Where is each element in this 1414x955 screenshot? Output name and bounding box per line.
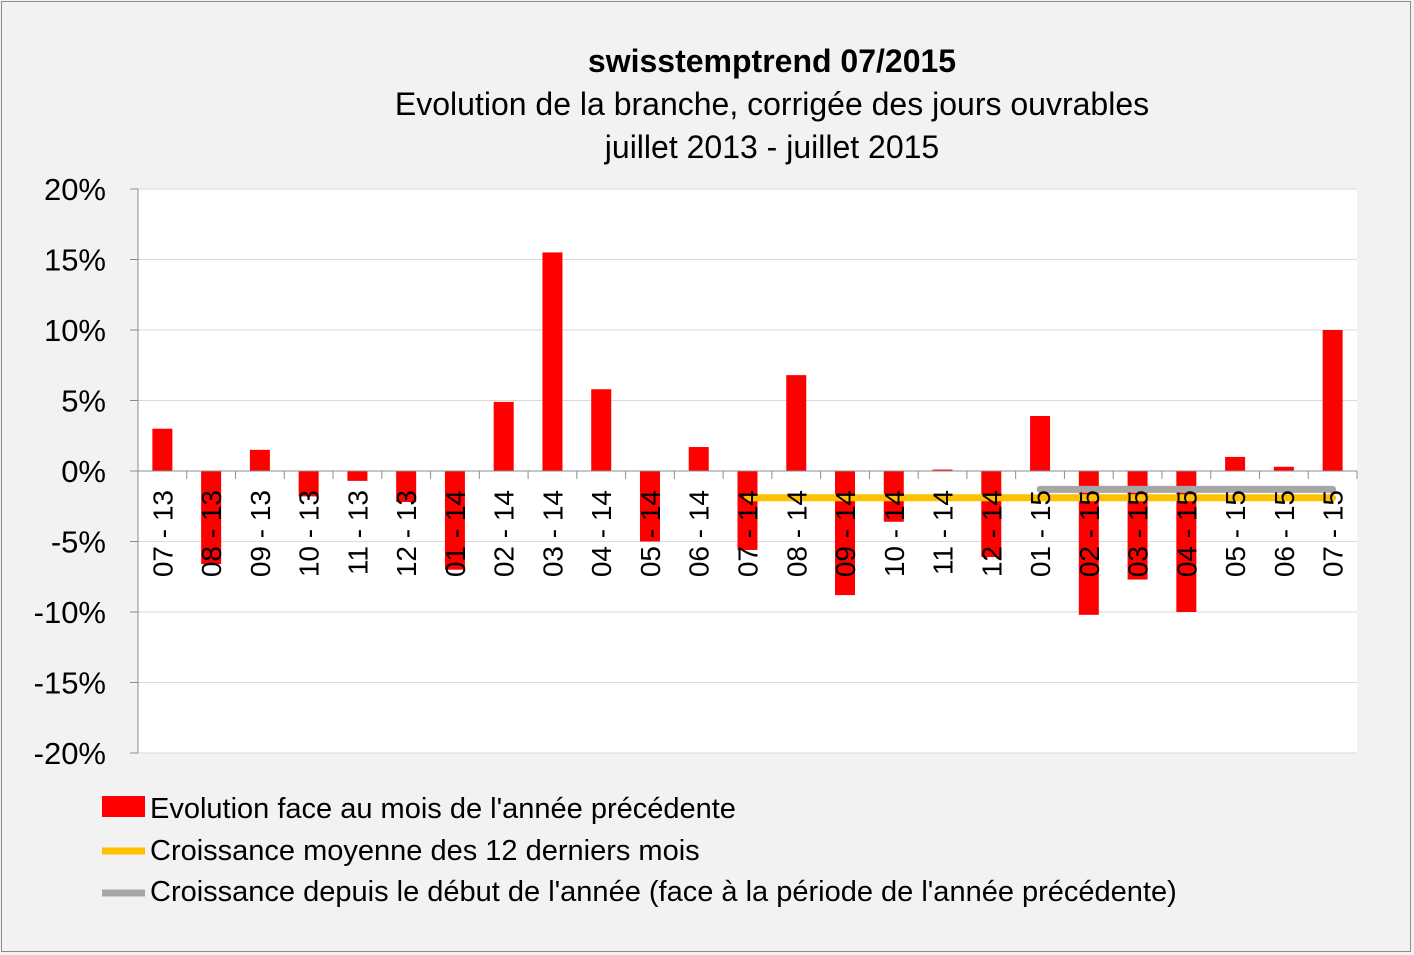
bar bbox=[396, 471, 417, 503]
y-tick-label: -15% bbox=[34, 666, 106, 701]
bar bbox=[201, 471, 222, 565]
y-axis-ticks: 20% 15% 10% 5% 0% -5% -10% -15% -20% bbox=[34, 172, 138, 771]
x-tick-label: 04 - 14 bbox=[586, 490, 617, 577]
bar bbox=[835, 471, 856, 596]
bar bbox=[152, 428, 173, 471]
bar bbox=[249, 449, 270, 471]
y-tick-label: 0% bbox=[61, 454, 106, 489]
x-tick-label: 09 - 13 bbox=[245, 490, 276, 577]
legend-swatch-bars bbox=[102, 796, 145, 817]
y-tick-label: -10% bbox=[34, 595, 106, 630]
x-tick-label: 01 - 14 bbox=[440, 490, 471, 577]
bar bbox=[737, 471, 758, 550]
y-tick-label: 5% bbox=[61, 384, 106, 419]
x-tick-label: 08 - 13 bbox=[196, 490, 227, 577]
x-tick-label: 04 - 15 bbox=[1171, 490, 1202, 577]
y-tick-label: 10% bbox=[44, 313, 106, 348]
x-tick-label: 09 - 14 bbox=[830, 490, 861, 577]
bar bbox=[493, 401, 514, 471]
bar bbox=[1322, 330, 1343, 471]
bar bbox=[1225, 456, 1246, 471]
y-tick-label: -20% bbox=[34, 736, 106, 771]
x-tick-label: 08 - 14 bbox=[781, 490, 812, 577]
chart-subtitle-line-2: juillet 2013 - juillet 2015 bbox=[604, 129, 939, 165]
bar bbox=[688, 447, 709, 471]
gridlines bbox=[138, 188, 1357, 754]
bar bbox=[1078, 471, 1099, 615]
bar bbox=[347, 471, 368, 481]
x-tick-label: 11 - 14 bbox=[928, 490, 959, 575]
chart-subtitle-line-1: Evolution de la branche, corrigée des jo… bbox=[395, 86, 1149, 122]
x-tick-label: 06 - 15 bbox=[1269, 490, 1300, 577]
x-tick-label: 12 - 14 bbox=[976, 490, 1007, 577]
x-tick-label: 06 - 14 bbox=[684, 490, 715, 577]
legend: Evolution face au mois de l'année précéd… bbox=[102, 793, 1177, 908]
bar bbox=[542, 252, 563, 471]
x-axis-ticks: 07 - 13 08 - 13 09 - 13 10 - 13 11 - 13 12 - … bbox=[137, 471, 1358, 577]
x-tick-label: 12 - 13 bbox=[391, 490, 422, 577]
x-tick-label: 10 - 14 bbox=[879, 490, 910, 577]
legend-label-year-to-date: Croissance depuis le début de l'année (f… bbox=[150, 876, 1177, 908]
x-tick-label: 02 - 15 bbox=[1074, 490, 1105, 577]
bar bbox=[981, 471, 1002, 558]
bar bbox=[1030, 416, 1051, 471]
legend-label-bars: Evolution face au mois de l'année précéd… bbox=[150, 793, 736, 825]
chart-title: swisstemptrend 07/2015 bbox=[588, 43, 956, 79]
bar bbox=[932, 469, 953, 471]
x-tick-label: 07 - 13 bbox=[147, 490, 178, 577]
x-tick-label: 11 - 13 bbox=[342, 490, 373, 575]
x-tick-label: 03 - 15 bbox=[1123, 490, 1154, 577]
y-tick-label: 15% bbox=[44, 243, 106, 278]
bar bbox=[298, 471, 319, 497]
x-tick-label: 07 - 14 bbox=[733, 490, 764, 577]
bar bbox=[1176, 471, 1197, 612]
legend-label-12-month-average: Croissance moyenne des 12 derniers mois bbox=[150, 835, 700, 867]
bar bbox=[639, 471, 660, 542]
bar bbox=[444, 471, 465, 570]
x-tick-label: 05 - 14 bbox=[635, 490, 666, 577]
x-tick-label: 10 - 13 bbox=[294, 490, 325, 577]
x-tick-label: 02 - 14 bbox=[489, 490, 520, 577]
y-tick-label: 20% bbox=[44, 172, 106, 207]
bar bbox=[786, 375, 807, 471]
x-tick-label: 07 - 15 bbox=[1318, 490, 1349, 577]
bar bbox=[591, 389, 612, 471]
y-tick-label: -5% bbox=[51, 525, 106, 560]
x-tick-label: 03 - 14 bbox=[537, 490, 568, 577]
line-series bbox=[744, 485, 1337, 502]
x-tick-label: 05 - 15 bbox=[1220, 490, 1251, 577]
x-tick-label: 01 - 15 bbox=[1025, 490, 1056, 577]
bar bbox=[1273, 466, 1294, 471]
